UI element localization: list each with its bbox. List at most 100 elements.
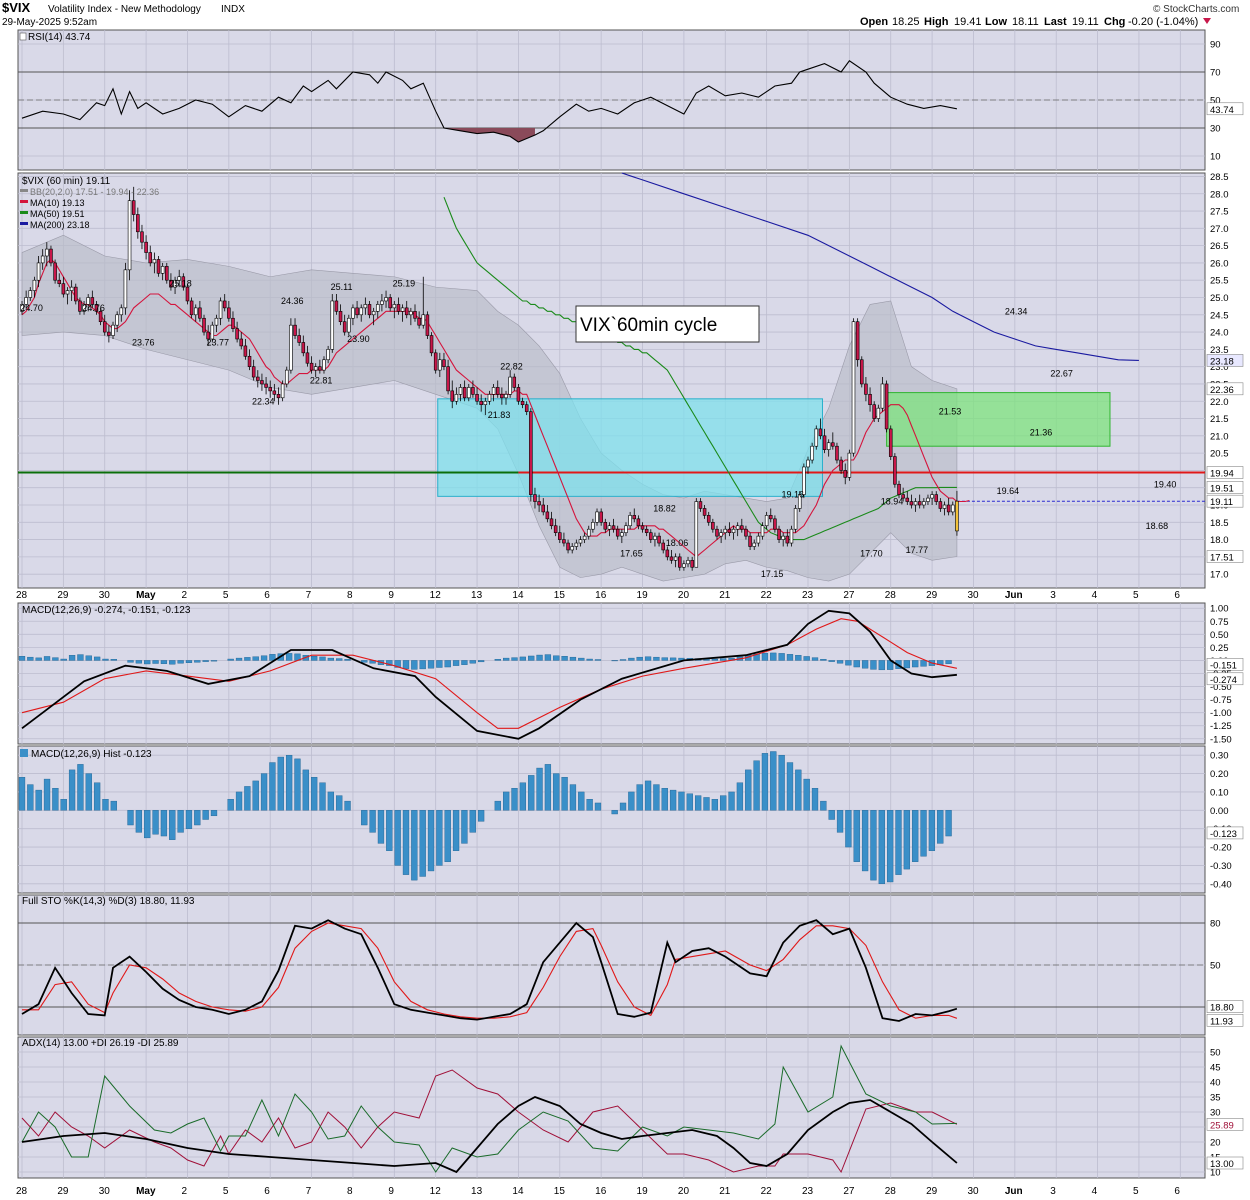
macd-hist-bar xyxy=(319,656,326,661)
macd-hist-bar xyxy=(912,660,919,668)
candle-body xyxy=(285,369,289,385)
candle-body xyxy=(876,407,881,419)
candle-body xyxy=(400,307,405,312)
macd-hist-bar xyxy=(653,656,660,661)
candle-body xyxy=(355,307,359,316)
price-point-label: 23.90 xyxy=(347,334,370,344)
hist-bar xyxy=(870,810,877,881)
x-tick-label: 20 xyxy=(678,590,690,601)
x-tick-label-bottom: 20 xyxy=(678,1186,690,1197)
price-legend-row: MA(10) 19.13 xyxy=(30,198,85,208)
low-value: 18.11 xyxy=(1012,16,1039,28)
candle-body xyxy=(855,321,860,361)
x-tick-label-bottom: May xyxy=(136,1186,156,1197)
candle-body xyxy=(946,504,951,513)
candle-body xyxy=(955,500,959,532)
y-tick-label: 35 xyxy=(1210,1093,1221,1104)
macd-hist-bar xyxy=(636,656,643,661)
macd-hist-bar xyxy=(770,652,777,661)
candle-body xyxy=(111,324,115,336)
macd-hist-bar xyxy=(861,660,869,669)
candle-body xyxy=(810,445,814,461)
candle-body xyxy=(835,445,839,461)
candle-body xyxy=(198,307,202,319)
y-tick-label: 0.50 xyxy=(1210,630,1229,641)
candle-body xyxy=(380,300,384,305)
macd-hist-bar xyxy=(853,660,860,668)
x-tick-label: 5 xyxy=(223,590,229,601)
candle-body xyxy=(90,297,95,305)
rsi-last-tag: 43.74 xyxy=(1210,105,1234,116)
macd-hist-bar xyxy=(553,655,560,661)
candle-body xyxy=(632,515,637,520)
hist-bar xyxy=(194,810,201,826)
candle-body xyxy=(454,394,459,402)
macd-hist-bar xyxy=(461,660,468,665)
hist-bar xyxy=(110,800,117,811)
candle-body xyxy=(843,470,847,478)
candle-body xyxy=(351,307,355,319)
y-tick-label: -0.40 xyxy=(1210,879,1232,890)
candle-body xyxy=(628,515,632,527)
candle-body xyxy=(789,528,794,544)
exchange-label: INDX xyxy=(221,4,245,15)
candle-body xyxy=(897,483,901,495)
hist-bar xyxy=(386,810,393,851)
candle-body xyxy=(458,387,463,395)
price-tag: 23.18 xyxy=(1210,356,1234,367)
chg-label: Chg xyxy=(1104,16,1125,28)
hist-bar xyxy=(77,764,84,811)
adx-tag: 13.00 xyxy=(1210,1159,1234,1170)
x-tick-label-bottom: 19 xyxy=(637,1186,649,1197)
hist-bar xyxy=(861,810,869,872)
hist-bar xyxy=(903,810,910,870)
macd-hist-bar xyxy=(803,656,810,661)
candle-body xyxy=(359,307,363,316)
y-tick-label: -0.50 xyxy=(1210,682,1232,693)
x-tick-label-bottom: 16 xyxy=(595,1186,607,1197)
hist-bar xyxy=(327,791,335,811)
y-tick-label: -1.50 xyxy=(1210,734,1232,745)
candle-body xyxy=(69,286,74,291)
candle-body xyxy=(727,528,732,533)
candle-body xyxy=(131,200,136,215)
hist-bar xyxy=(369,810,376,833)
candle-body xyxy=(483,400,488,406)
candle-body xyxy=(384,297,388,302)
hist-bar xyxy=(720,795,727,811)
last-label: Last xyxy=(1044,16,1067,28)
macd-hist-bar xyxy=(344,659,351,661)
x-tick-label-bottom: 30 xyxy=(99,1186,111,1197)
hist-bar xyxy=(252,780,259,811)
y-tick-label: 30 xyxy=(1210,124,1221,135)
macd-hist-bar xyxy=(202,660,209,662)
candle-body xyxy=(53,262,57,281)
cyan-zone xyxy=(437,398,823,497)
macd-hist-bar xyxy=(160,660,168,664)
candle-body xyxy=(814,428,819,447)
macd-signal-tag-box xyxy=(1206,658,1244,671)
candle-body xyxy=(504,394,508,399)
candle-body xyxy=(268,387,272,392)
macd-signal-line xyxy=(21,618,958,729)
hist-bar xyxy=(786,762,794,811)
price-point-label: 18.94 xyxy=(881,497,904,507)
macd-hist-bar xyxy=(477,660,485,663)
hist-bar xyxy=(210,810,218,817)
hist-bar xyxy=(920,810,927,857)
candle-body xyxy=(582,535,587,540)
candle-body xyxy=(806,459,810,468)
candle-body xyxy=(665,549,670,558)
y-tick-label: -1.00 xyxy=(1210,708,1232,719)
x-tick-label-bottom: 28 xyxy=(885,1186,897,1197)
candle-body xyxy=(818,428,823,437)
macd-hist-bar xyxy=(60,658,67,661)
candle-body xyxy=(558,532,562,540)
y-tick-label: 90 xyxy=(1210,40,1221,51)
y-tick-label: 80 xyxy=(1210,919,1221,930)
x-tick-label: 7 xyxy=(306,590,312,601)
price-point-label: 17.65 xyxy=(620,548,643,558)
macd-hist-bar xyxy=(945,660,952,664)
price-tag-box xyxy=(1206,550,1244,563)
